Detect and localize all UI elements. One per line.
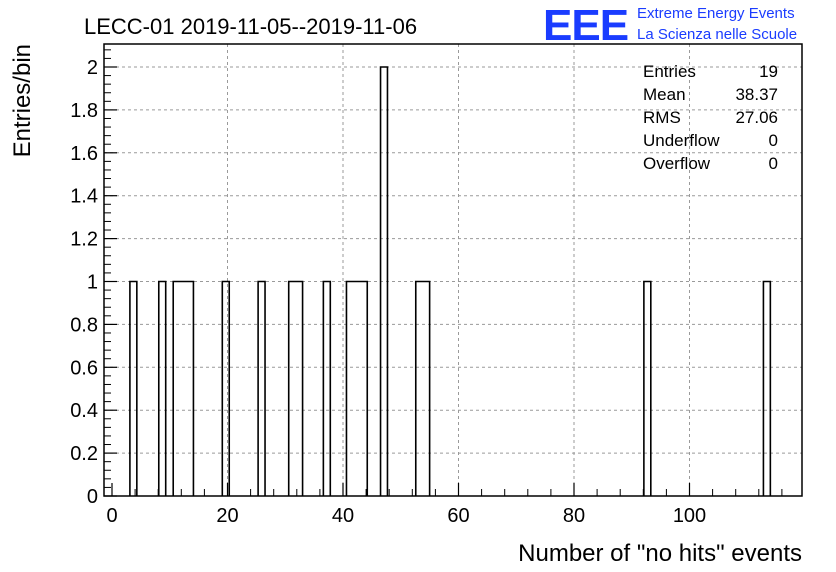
- histogram-bar: [322, 280, 332, 496]
- stats-box: Entries 19 Mean 38.37 RMS 27.06 Underflo…: [643, 62, 778, 173]
- eee-logo-line2: La Scienza nelle Scuole: [637, 26, 797, 43]
- y-tick-label: 1.4: [70, 186, 98, 208]
- stats-mean-value: 38.37: [735, 85, 778, 104]
- histogram-bar: [221, 280, 231, 496]
- x-tick-label: 100: [673, 505, 706, 527]
- y-tick-label: 0.2: [70, 443, 98, 465]
- stats-underflow-label: Underflow: [643, 131, 720, 150]
- y-tick-label: 1: [87, 272, 98, 294]
- stats-entries-label: Entries: [643, 62, 696, 81]
- histogram-bar: [287, 280, 304, 496]
- stats-underflow-value: 0: [769, 131, 778, 150]
- stats-mean-label: Mean: [643, 85, 686, 104]
- y-tick-label: 0: [87, 486, 98, 508]
- x-tick-label: 60: [447, 505, 469, 527]
- histogram-bar: [643, 280, 652, 496]
- stats-rms-value: 27.06: [735, 108, 778, 127]
- histogram-bar: [345, 280, 369, 496]
- stats-overflow-label: Overflow: [643, 154, 711, 173]
- histogram-bars: [129, 66, 772, 496]
- y-tick-label: 1.2: [70, 229, 98, 251]
- histogram-bar: [172, 280, 195, 496]
- grid: [104, 44, 802, 496]
- y-tick-label: 0.8: [70, 314, 98, 336]
- y-tick-labels: 0 0.2 0.4 0.6 0.8 1 1.2 1.4 1.6 1.8 2: [70, 57, 98, 508]
- axis-ticks: [104, 49, 783, 497]
- y-tick-label: 2: [87, 57, 98, 79]
- histogram-bar: [762, 280, 772, 496]
- y-tick-label: 1.6: [70, 143, 98, 165]
- x-tick-label: 20: [216, 505, 238, 527]
- stats-rms-label: RMS: [643, 108, 681, 127]
- stats-entries-value: 19: [759, 62, 778, 81]
- y-axis-title: Entries/bin: [9, 44, 36, 157]
- histogram-bar: [414, 280, 431, 496]
- y-tick-label: 1.8: [70, 100, 98, 122]
- stats-overflow-value: 0: [769, 154, 778, 173]
- x-tick-label: 80: [563, 505, 585, 527]
- chart-title: LECC-01 2019-11-05--2019-11-06: [84, 14, 417, 39]
- plot-frame: [103, 43, 803, 497]
- histogram-bar: [129, 280, 138, 496]
- x-tick-labels: 0 20 40 60 80 100: [106, 505, 706, 527]
- eee-logo-line1: Extreme Energy Events: [637, 5, 795, 22]
- histogram-bar: [379, 66, 389, 496]
- x-axis-title: Number of "no hits" events: [518, 540, 802, 567]
- y-tick-label: 0.4: [70, 400, 98, 422]
- histogram-bar: [257, 280, 266, 496]
- y-tick-label: 0.6: [70, 357, 98, 379]
- x-tick-label: 0: [106, 505, 117, 527]
- eee-logo: EEE Extreme Energy Events La Scienza nel…: [543, 1, 797, 50]
- histogram-bar: [157, 280, 167, 496]
- x-tick-label: 40: [332, 505, 354, 527]
- eee-logo-letters: EEE: [543, 1, 628, 50]
